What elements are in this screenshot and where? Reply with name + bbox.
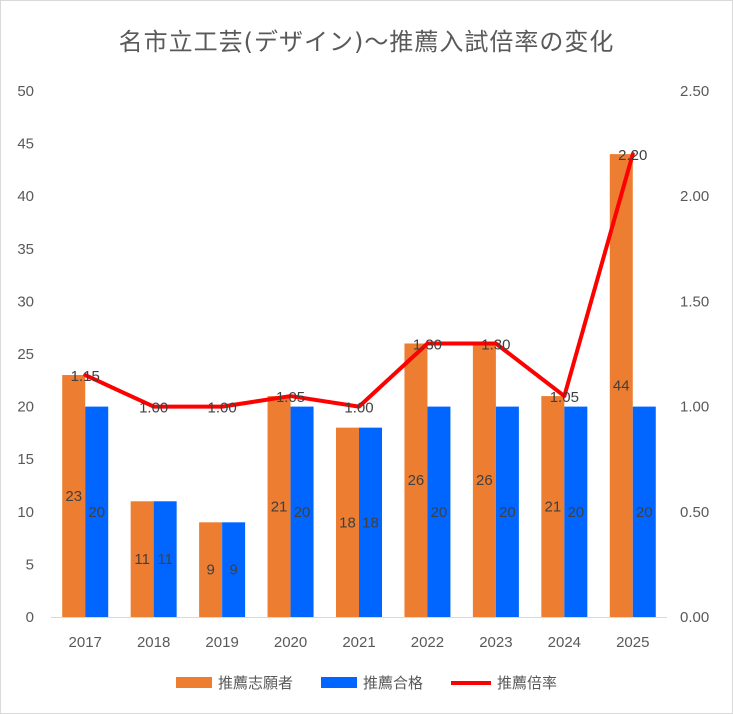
bar-applicants	[130, 501, 154, 617]
x-tick-label: 2018	[137, 634, 170, 651]
bar-label-applicants: 26	[408, 472, 425, 489]
y-left-tick-label: 25	[17, 346, 34, 363]
legend-item-applicants: 推薦志願者	[175, 672, 293, 693]
ratio-label: 1.00	[208, 400, 237, 417]
legend-swatch-applicants	[175, 677, 212, 688]
bar-passed	[632, 406, 656, 617]
y-right-tick-label: 1.50	[680, 293, 709, 310]
y-left-tick-label: 5	[26, 556, 34, 573]
legend-label-applicants: 推薦志願者	[217, 674, 293, 692]
bar-applicants	[609, 154, 633, 617]
y-left-tick-label: 0	[26, 609, 34, 626]
bar-label-passed: 20	[431, 504, 448, 521]
y-right-tick-label: 2.50	[680, 83, 709, 100]
bar-label-applicants: 21	[271, 499, 288, 516]
bar-applicants	[336, 427, 359, 617]
bar-passed	[222, 522, 246, 617]
bar-passed	[564, 406, 588, 617]
bar-label-applicants: 23	[65, 488, 82, 505]
ratio-label: 1.00	[139, 400, 168, 417]
bar-label-applicants: 9	[206, 562, 214, 579]
bar-applicants	[541, 396, 565, 617]
legend-item-ratio: 推薦倍率	[451, 672, 557, 693]
bar-label-passed: 9	[229, 562, 237, 579]
bar-label-applicants: 26	[476, 472, 493, 489]
ratio-label: 2.20	[618, 147, 647, 164]
bar-label-passed: 20	[88, 504, 105, 521]
x-tick-label: 2022	[411, 634, 444, 651]
bar-passed	[359, 427, 382, 617]
y-left-tick-label: 20	[17, 399, 34, 416]
bar-passed	[495, 406, 519, 617]
bar-label-passed: 20	[636, 504, 653, 521]
y-left-tick-label: 30	[17, 293, 34, 310]
ratio-label: 1.30	[413, 336, 442, 353]
x-tick-label: 2024	[548, 634, 581, 651]
bar-label-applicants: 21	[544, 499, 561, 516]
y-left-tick-label: 50	[17, 83, 34, 100]
bar-label-passed: 20	[294, 504, 311, 521]
bar-passed	[427, 406, 451, 617]
bar-passed	[153, 501, 177, 617]
x-tick-label: 2021	[342, 634, 375, 651]
ratio-label: 1.30	[481, 336, 510, 353]
bar-passed	[85, 406, 109, 617]
legend-item-passed: 推薦合格	[320, 672, 423, 693]
bar-label-applicants: 11	[134, 551, 150, 568]
chart-title: 名市立工芸(デザイン)～推薦入試倍率の変化	[118, 28, 615, 56]
ratio-label: 1.05	[550, 389, 579, 406]
bar-label-passed: 11	[157, 551, 173, 568]
bar-label-passed: 20	[499, 504, 516, 521]
bar-applicants	[62, 375, 86, 617]
y-right-tick-label: 2.00	[680, 188, 709, 205]
bar-label-applicants: 44	[613, 378, 630, 395]
x-tick-label: 2023	[479, 634, 512, 651]
bar-label-passed: 18	[362, 514, 379, 531]
y-right-tick-label: 0.50	[680, 504, 709, 521]
x-tick-label: 2025	[616, 634, 649, 651]
legend-swatch-passed	[320, 677, 357, 688]
bar-applicants	[199, 522, 223, 617]
y-left-tick-label: 45	[17, 136, 34, 153]
bar-applicants	[267, 396, 291, 617]
legend-swatch-ratio	[451, 680, 491, 685]
x-tick-label: 2017	[69, 634, 102, 651]
y-left-tick-label: 10	[17, 504, 34, 521]
bar-applicants	[472, 343, 496, 617]
x-tick-label: 2019	[205, 634, 238, 651]
bar-applicants	[404, 343, 428, 617]
bar-label-passed: 20	[567, 504, 584, 521]
y-left-tick-label: 35	[17, 241, 34, 258]
y-right-tick-label: 0.00	[680, 609, 709, 626]
x-tick-label: 2020	[274, 634, 307, 651]
bar-label-applicants: 18	[339, 514, 356, 531]
y-right-tick-label: 1.00	[680, 399, 709, 416]
legend: 推薦志願者 推薦合格 推薦倍率	[0, 672, 733, 693]
y-left-tick-label: 15	[17, 451, 34, 468]
ratio-label: 1.15	[71, 368, 100, 385]
legend-label-passed: 推薦合格	[362, 674, 423, 692]
ratio-label: 1.05	[276, 389, 305, 406]
ratio-label: 1.00	[344, 400, 373, 417]
y-left-tick-label: 40	[17, 188, 34, 205]
legend-label-ratio: 推薦倍率	[497, 674, 558, 692]
ratio-line	[83, 152, 635, 409]
bar-passed	[290, 406, 314, 617]
